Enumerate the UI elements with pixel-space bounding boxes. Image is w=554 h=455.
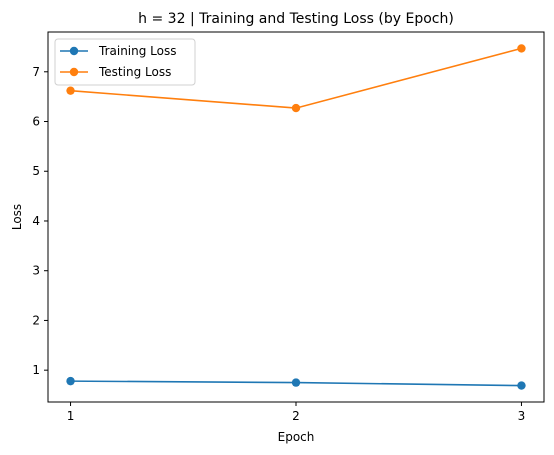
x-tick-label: 3 [518, 409, 526, 423]
training-loss-point [291, 378, 301, 387]
y-tick-label: 3 [32, 264, 40, 278]
y-tick-label: 7 [32, 65, 40, 79]
y-tick-label: 6 [32, 115, 40, 129]
series-layer [66, 44, 526, 390]
testing-loss-point [291, 103, 301, 113]
testing-loss-point [66, 86, 75, 95]
legend-training-loss-label: Training Loss [98, 44, 176, 58]
y-tick-label: 4 [32, 214, 40, 228]
x-tick-label: 2 [292, 409, 300, 423]
chart-title: h = 32 | Training and Testing Loss (by E… [138, 11, 454, 27]
testing-loss-point [517, 44, 526, 53]
x-axis-label: Epoch [278, 430, 315, 444]
plot-area [47, 31, 545, 403]
legend: Training Loss Testing Loss [54, 38, 196, 86]
y-tick-label: 1 [32, 363, 40, 377]
y-tick-label: 5 [32, 164, 40, 178]
legend-testing-loss-label: Testing Loss [98, 65, 171, 79]
y-tick-label: 2 [32, 313, 40, 327]
x-tick-label: 1 [67, 409, 75, 423]
training-loss-point [66, 376, 75, 386]
y-axis-label: Loss [10, 204, 24, 230]
legend-training-loss-swatch-marker [69, 46, 79, 56]
legend-testing-loss-swatch-marker [69, 67, 79, 77]
plot-frame [47, 31, 545, 403]
y-axis: 1 2 3 4 5 6 7 [32, 65, 48, 377]
x-axis: 1 2 3 [67, 402, 526, 423]
training-loss-point [517, 381, 526, 390]
legend-box [54, 38, 196, 86]
